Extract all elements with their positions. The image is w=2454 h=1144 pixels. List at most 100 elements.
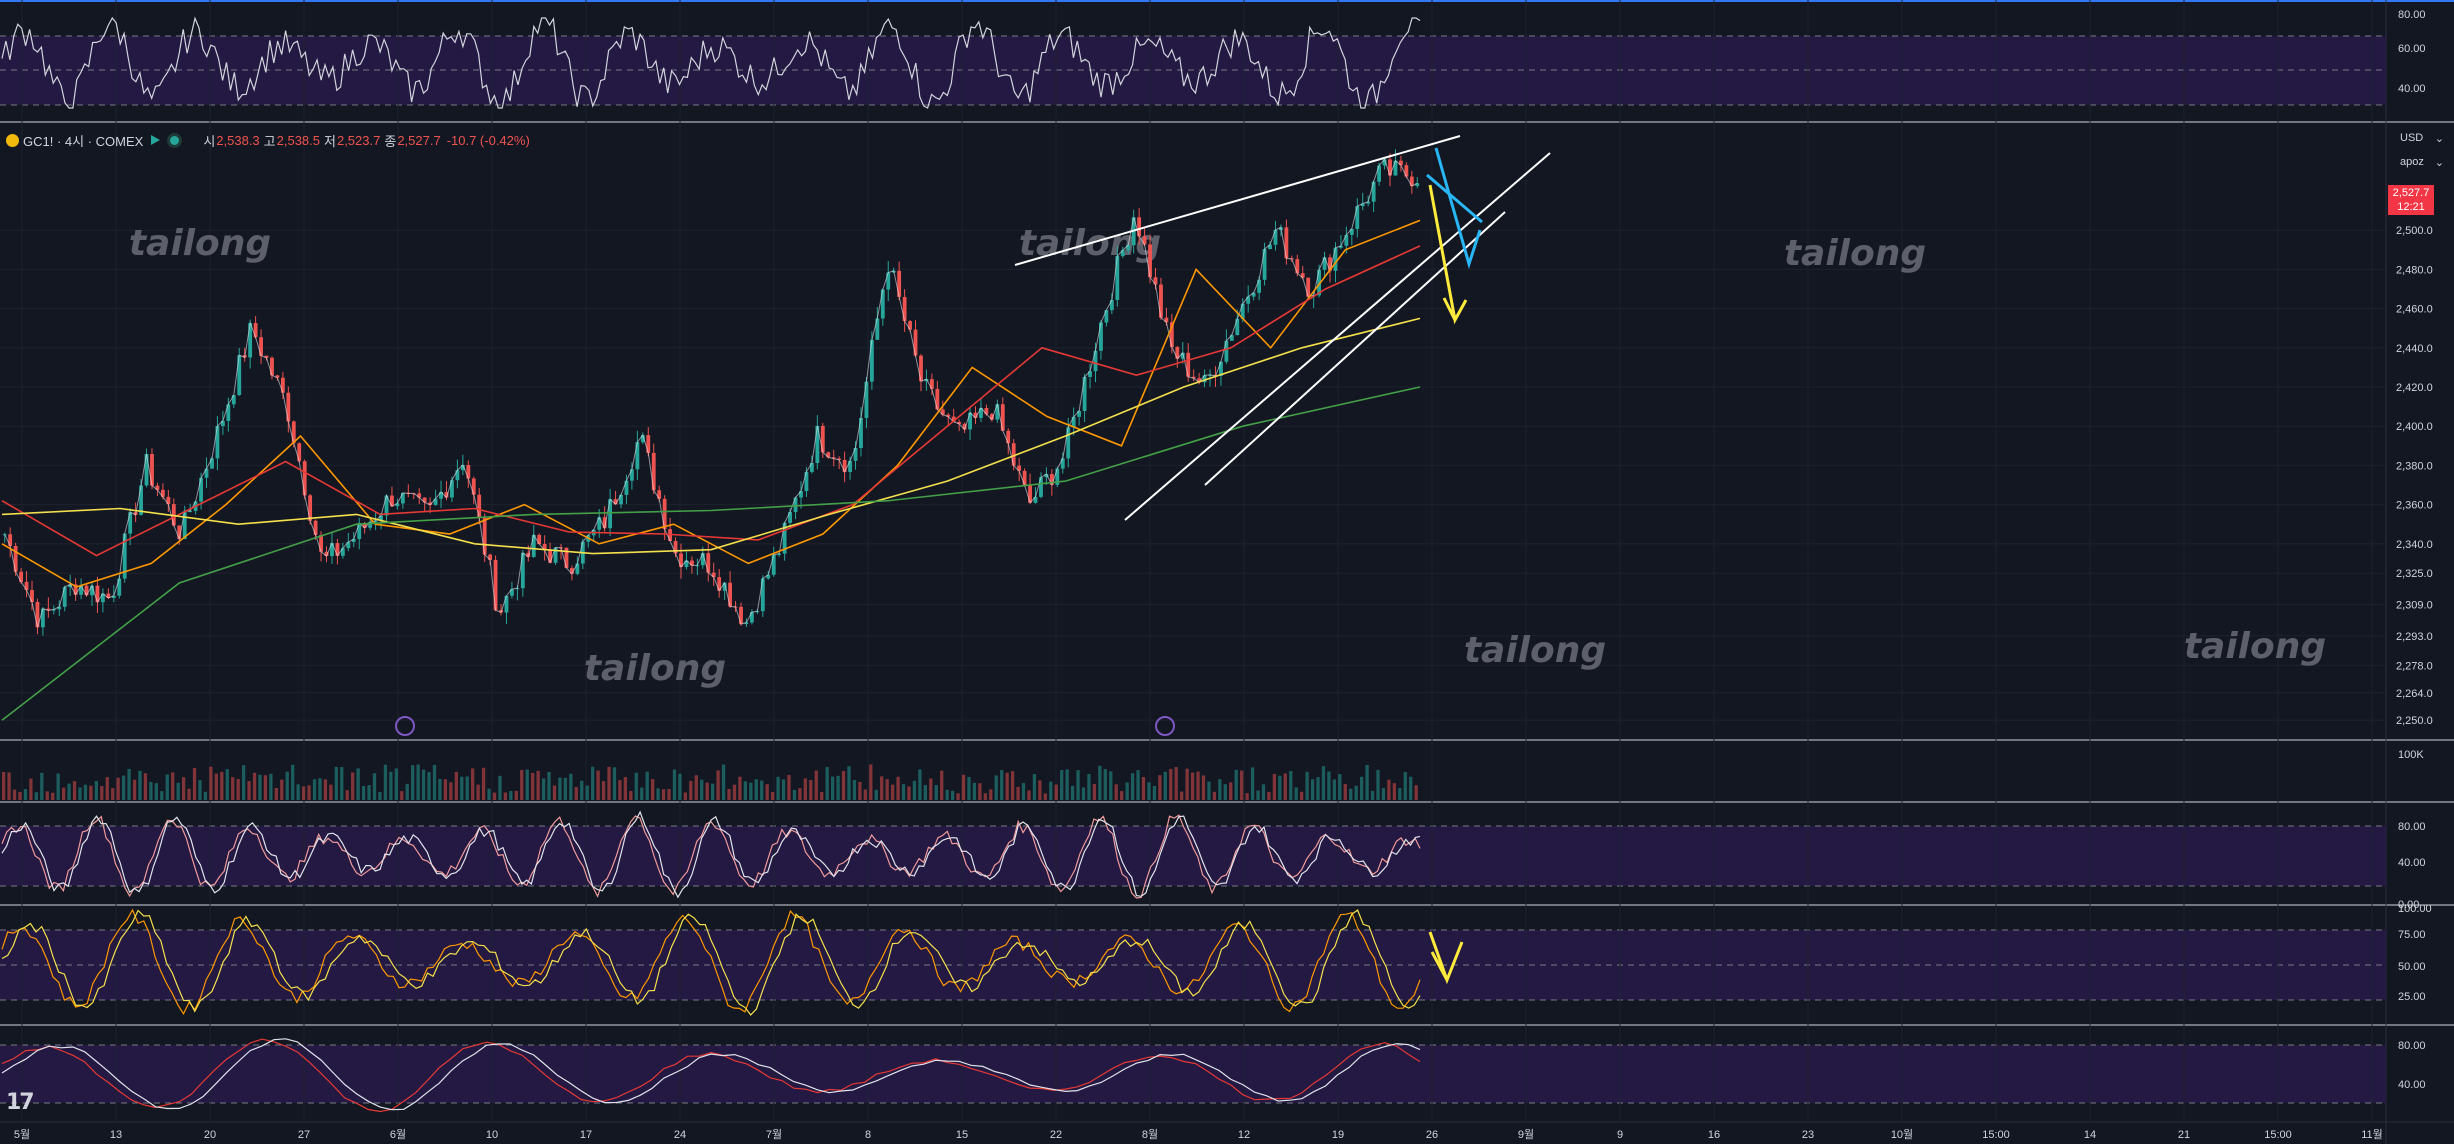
tradingview-logo[interactable]: 17 — [6, 1090, 35, 1115]
volume-bar — [1049, 781, 1053, 800]
candle-body — [946, 414, 951, 417]
candle-body — [766, 574, 771, 579]
volume-bar — [820, 791, 824, 800]
volume-bar — [323, 779, 328, 800]
volume-bar — [416, 764, 420, 800]
volume-bar — [574, 787, 578, 800]
candle-body — [1120, 250, 1125, 257]
volume-bar — [280, 779, 284, 800]
volume-bar — [165, 774, 169, 800]
candle-body — [1148, 244, 1152, 278]
stochastic-arrow-yellow-head — [1430, 951, 1449, 981]
watermark-text: tailong — [584, 648, 726, 689]
volume-bar — [869, 764, 873, 800]
volume-bar — [612, 767, 617, 800]
candle-body — [466, 465, 471, 479]
volume-bar — [334, 766, 338, 800]
candle-body — [1208, 374, 1212, 376]
candle-body — [608, 499, 613, 529]
candle-body — [897, 270, 902, 297]
flag-icon[interactable] — [151, 135, 161, 145]
volume-bar — [531, 772, 535, 800]
volume-bar — [345, 790, 349, 800]
candle-body — [362, 523, 367, 528]
volume-bar — [40, 772, 44, 800]
candle-body — [1022, 470, 1027, 486]
candle-body — [166, 496, 171, 505]
moving-average-red — [1, 245, 1421, 557]
volume-bar — [765, 784, 769, 800]
volume-bar — [1392, 783, 1397, 800]
volume-bar — [694, 775, 698, 800]
volume-bar — [743, 781, 747, 800]
price-tick-label: 2,380.0 — [2396, 460, 2433, 472]
time-tick-label: 14 — [2084, 1129, 2096, 1141]
candle-body — [1109, 300, 1114, 311]
volume-bar — [329, 784, 333, 800]
indicator-tick-label: 75.00 — [2398, 929, 2426, 941]
volume-bar — [727, 789, 731, 800]
currency-selector[interactable]: USD ⌄ — [2400, 132, 2444, 145]
volume-bar — [181, 777, 186, 800]
volume-bar — [1201, 775, 1206, 800]
volume-bar — [1070, 785, 1075, 800]
price-tick-label: 2,293.0 — [2396, 631, 2433, 643]
volume-bar — [1365, 764, 1369, 800]
candle-body — [422, 497, 427, 503]
price-tick-label: 2,480.0 — [2396, 264, 2433, 276]
volume-bar — [989, 789, 993, 800]
volume-bar — [705, 782, 709, 800]
volume-bar — [896, 776, 900, 800]
candle-body — [1235, 318, 1240, 336]
volume-bar — [89, 785, 93, 800]
candle-body — [390, 495, 394, 507]
volume-bar — [1021, 783, 1026, 800]
candle-body — [231, 395, 236, 405]
candle-body — [504, 595, 509, 613]
volume-bar — [541, 778, 546, 800]
time-tick-label: 6월 — [390, 1128, 406, 1141]
candle-body — [1159, 284, 1163, 318]
volume-bar — [1136, 770, 1140, 800]
candle-body — [957, 421, 962, 424]
close-line — [4, 158, 1418, 628]
candle-body — [351, 539, 356, 543]
symbol-legend[interactable]: GC1! · 4시 · COMEX 시 2,538.3 고 2,538.5 저 2,5… — [6, 130, 530, 150]
volume-bar — [536, 770, 540, 800]
high-value: 2,538.5 — [276, 132, 320, 148]
volume-bar — [956, 793, 960, 800]
watermark-text: tailong — [1464, 630, 1606, 671]
candle-body — [106, 593, 111, 599]
volume-bar — [978, 783, 982, 800]
volume-bar — [340, 767, 344, 800]
candle-body — [1137, 217, 1142, 237]
candle-body — [482, 517, 487, 555]
candle-body — [570, 568, 574, 574]
candle-body — [788, 512, 792, 523]
volume-bar — [225, 769, 229, 800]
candle-body — [913, 329, 918, 356]
high-label: 고 — [263, 133, 276, 149]
time-tick-label: 15:00 — [1982, 1129, 2010, 1141]
volume-bar — [1349, 788, 1353, 800]
candle-body — [804, 471, 809, 492]
candle-body — [1011, 443, 1016, 466]
indicator-selector[interactable]: apoz ⌄ — [2400, 156, 2444, 169]
watermark-text: tailong — [1784, 233, 1926, 274]
timeline-marker-icon — [1155, 716, 1175, 736]
volume-bar — [738, 776, 742, 800]
volume-bar — [967, 776, 971, 800]
candle-body — [368, 522, 373, 528]
volume-bar — [143, 773, 148, 800]
volume-bar — [307, 785, 311, 800]
symbol-name[interactable]: GC1! · 4시 · COMEX — [23, 133, 144, 149]
candle-body — [880, 289, 885, 319]
candle-body — [313, 520, 318, 535]
candle-body — [122, 533, 127, 579]
volume-bar — [547, 771, 551, 800]
candle-body — [460, 465, 465, 471]
candle-body — [1055, 468, 1060, 485]
candle-body — [226, 404, 231, 421]
volume-bar — [792, 789, 797, 800]
